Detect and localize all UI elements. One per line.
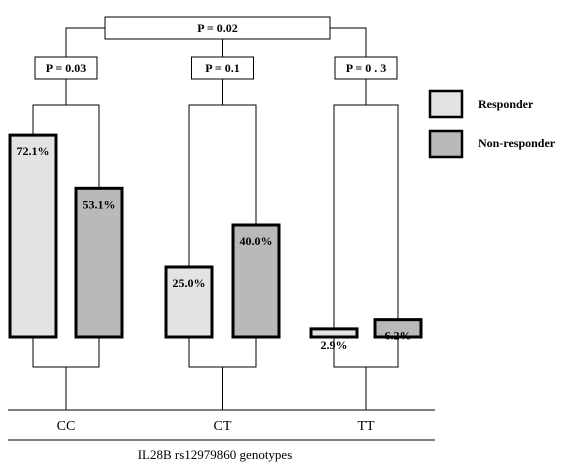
bar-label-tt-non-responder: 6.2%: [385, 329, 412, 343]
legend-label-non-responder: Non-responder: [478, 136, 556, 150]
bar-cc-responder: [8, 133, 58, 339]
x-tick-cc: CC: [57, 419, 76, 434]
overall-p-value-text: P = 0.02: [197, 21, 238, 35]
x-tick-labels: CC CT TT: [57, 419, 375, 434]
legend-swatch-non-responder: [428, 129, 464, 159]
p-value-text-tt: P = 0 . 3: [346, 61, 387, 75]
legend: Responder Non-responder: [428, 89, 556, 159]
x-tick-ct: CT: [214, 419, 232, 434]
bar-label-cc-responder: 72.1%: [17, 144, 50, 158]
p-value-text-ct: P = 0.1: [205, 61, 240, 75]
legend-label-responder: Responder: [478, 97, 534, 111]
p-value-box-ct: [191, 56, 254, 80]
bracket-top-tt: [333, 104, 399, 329]
x-axis-title: IL28B rs12979860 genotypes: [138, 447, 293, 462]
bar-tt-responder: [309, 327, 359, 339]
bar-ct-responder: [164, 265, 214, 339]
bar-label-ct-responder: 25.0%: [173, 276, 206, 290]
bracket-bottom-ct: [188, 337, 257, 368]
x-tick-tt: TT: [357, 419, 375, 434]
bar-tt-non-responder: [373, 318, 423, 339]
p-value-box-cc: [34, 56, 98, 80]
bracket-bottom-cc: [32, 337, 100, 368]
p-value-text-cc: P = 0.03: [46, 61, 87, 75]
bar-label-tt-responder: 2.9%: [321, 338, 348, 352]
overall-p-value-box: [104, 16, 331, 40]
bar-label-ct-non-responder: 40.0%: [240, 234, 273, 248]
p-value-box-tt: [334, 56, 398, 80]
bar-ct-non-responder: [231, 223, 281, 339]
bars-group: 72.1% 53.1% 25.0% 40.0% 2.9% 6.2%: [8, 133, 423, 352]
legend-swatch-responder: [428, 89, 464, 119]
bar-label-cc-non-responder: 53.1%: [83, 197, 116, 211]
bar-cc-non-responder: [74, 186, 124, 339]
p-value-brackets: P = 0.03 P = 0.1 P = 0 . 3 P = 0.02: [34, 16, 398, 80]
